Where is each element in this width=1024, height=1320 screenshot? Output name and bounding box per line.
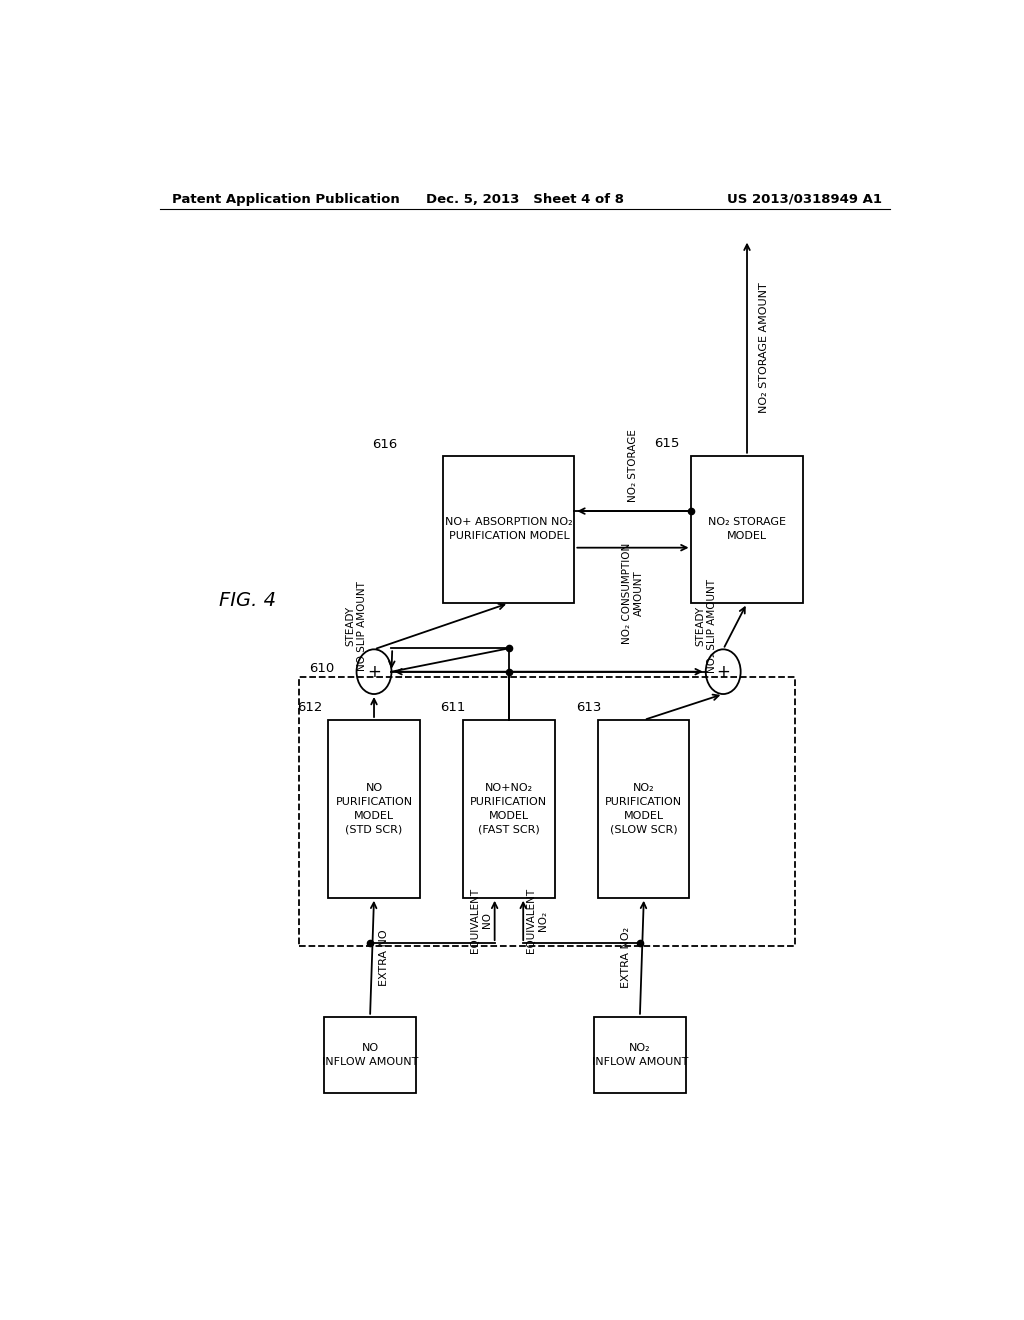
Text: STEADY
NO SLIP AMOUNT: STEADY NO SLIP AMOUNT [346, 581, 368, 671]
Text: STEADY
NO₂ SLIP AMOUNT: STEADY NO₂ SLIP AMOUNT [695, 579, 717, 673]
Bar [329, 719, 420, 898]
Text: NO₂
INFLOW AMOUNT: NO₂ INFLOW AMOUNT [592, 1043, 688, 1067]
Bar [463, 719, 555, 898]
Bar [325, 1016, 416, 1093]
Text: EQUIVALENT
NO₂: EQUIVALENT NO₂ [526, 888, 548, 953]
Text: NO
PURIFICATION
MODEL
(STD SCR): NO PURIFICATION MODEL (STD SCR) [336, 783, 413, 834]
Text: 616: 616 [373, 438, 397, 451]
Bar [598, 719, 689, 898]
Text: EXTRA NO: EXTRA NO [379, 929, 389, 986]
Bar [594, 1016, 685, 1093]
Text: NO₂ STORAGE AMOUNT: NO₂ STORAGE AMOUNT [760, 282, 769, 413]
Text: FIG. 4: FIG. 4 [219, 591, 276, 610]
Text: NO₂ CONSUMPTION
AMOUNT: NO₂ CONSUMPTION AMOUNT [623, 543, 644, 644]
Text: 613: 613 [577, 701, 602, 714]
Text: EQUIVALENT
NO: EQUIVALENT NO [470, 888, 492, 953]
Text: 612: 612 [297, 701, 323, 714]
Bar [691, 455, 803, 603]
Text: 611: 611 [440, 701, 465, 714]
Text: Patent Application Publication: Patent Application Publication [172, 193, 399, 206]
Text: NO₂ STORAGE
MODEL: NO₂ STORAGE MODEL [708, 517, 786, 541]
Text: Dec. 5, 2013   Sheet 4 of 8: Dec. 5, 2013 Sheet 4 of 8 [426, 193, 624, 206]
Text: NO₂ STORAGE: NO₂ STORAGE [628, 429, 638, 502]
Text: EXTRA NO₂: EXTRA NO₂ [621, 927, 631, 987]
Text: NO
INFLOW AMOUNT: NO INFLOW AMOUNT [322, 1043, 418, 1067]
Text: NO+ ABSORPTION NO₂
PURIFICATION MODEL: NO+ ABSORPTION NO₂ PURIFICATION MODEL [445, 517, 572, 541]
Text: 615: 615 [654, 437, 680, 450]
Text: 610: 610 [309, 661, 334, 675]
Bar [299, 677, 795, 946]
Bar [443, 455, 574, 603]
Text: NO₂
PURIFICATION
MODEL
(SLOW SCR): NO₂ PURIFICATION MODEL (SLOW SCR) [605, 783, 682, 834]
Text: NO+NO₂
PURIFICATION
MODEL
(FAST SCR): NO+NO₂ PURIFICATION MODEL (FAST SCR) [470, 783, 548, 834]
Text: +: + [716, 663, 730, 681]
Text: +: + [367, 663, 381, 681]
Text: US 2013/0318949 A1: US 2013/0318949 A1 [727, 193, 882, 206]
